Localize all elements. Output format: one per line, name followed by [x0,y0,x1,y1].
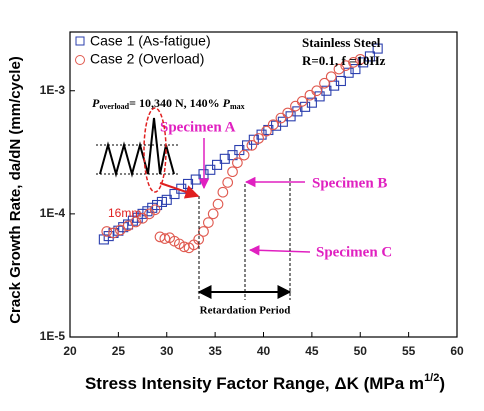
legend-marker [75,55,85,65]
arrow [248,245,311,256]
data-point [253,133,265,144]
annotation-part: P [92,96,100,110]
x-tick-label: 60 [450,344,464,358]
data-point [246,140,258,151]
x-tick-label: 35 [208,344,222,358]
legend-label: Case 2 (Overload) [90,51,204,67]
annotation-part: max [230,102,245,111]
data-point [203,217,214,228]
y-tick-label: 1E-4 [40,206,66,220]
annotation-part: overload [99,102,129,111]
data-point [161,194,172,205]
data-point [101,226,113,237]
marks [98,43,383,254]
annotation: Poverload= 10,340 N, 140% Pmax [92,96,245,111]
annotation: Stainless Steel [302,35,381,50]
data-point [108,227,119,239]
data-point [267,119,279,131]
data-point [311,85,323,97]
y-axis-label: Crack Growth Rate, da/dN (mm/cycle) [7,56,24,324]
data-point [335,75,346,87]
data-point [238,149,250,161]
annotation: Retardation Period [200,305,291,317]
data-point [212,198,224,210]
annotation-part: = 10,340 N, 140% [129,96,223,110]
data-point [296,96,308,107]
legend-label: Case 1 (As-fatigue) [90,33,211,49]
y-tick-label: 1E-3 [40,83,66,97]
data-point [130,216,142,228]
data-point [159,233,171,244]
annotation: 16mm [108,206,141,220]
data-point [198,226,209,237]
data-point [219,153,230,164]
waveform-sketch [96,107,200,199]
data-point [290,100,301,112]
data-point [275,112,287,124]
data-point [227,150,238,161]
annotation: R=0.1, f =10Hz [302,53,386,68]
x-tick-label: 25 [112,344,126,358]
data-point [348,57,359,68]
data-point [222,177,234,188]
x-axis-label-part: 1/2 [424,372,439,384]
data-point [364,51,375,62]
data-point [282,107,294,119]
data-point [333,63,345,75]
data-point [212,159,223,170]
data-point [143,208,155,220]
data-point [227,166,238,178]
data-point [193,234,205,245]
dashed-guides [198,178,291,300]
data-point [354,53,366,65]
data-point [169,188,180,200]
x-tick-label: 40 [257,344,271,358]
data-point [350,64,361,75]
data-point [248,134,259,145]
data-point [242,140,253,151]
data-point [319,77,330,89]
data-point [372,43,383,54]
data-point [149,204,161,216]
x-tick-label: 30 [160,344,174,358]
y-tick-label: 1E-5 [40,329,66,343]
data-point [325,71,337,83]
x-tick-label: 50 [354,344,368,358]
x-axis-label-part: ) [439,374,445,393]
data-point [343,67,354,78]
data-point [207,208,219,220]
annotation-part: P [223,96,231,110]
x-axis-label-part: Stress Intensity Factor Range, ΔK (MPa m [85,374,424,393]
x-tick-label: 45 [305,344,319,358]
data-point [261,125,272,137]
x-tick-label: 20 [63,344,77,358]
annotation: Specimen B [312,175,387,191]
x-tick-label: 55 [402,344,416,358]
x-axis-label: Stress Intensity Factor Range, ΔK (MPa m… [85,372,445,394]
annotation: Specimen C [316,244,392,260]
annotation: Specimen A [160,119,236,135]
data-point [217,186,229,198]
legend-marker [75,36,85,46]
data-point [232,157,243,169]
